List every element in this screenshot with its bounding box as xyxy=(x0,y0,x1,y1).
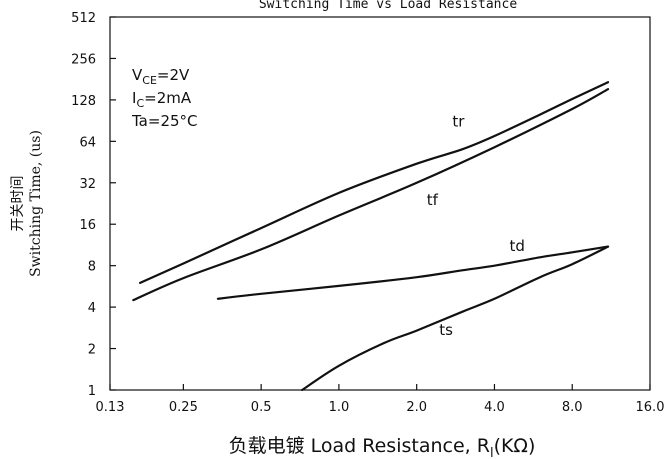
y-tick-label: 32 xyxy=(79,177,96,192)
y-axis-label-chinese: 开关时间 xyxy=(10,176,26,232)
y-tick-label: 4 xyxy=(88,301,96,316)
series-labels: tr tf td ts xyxy=(427,113,525,340)
x-tick-label: 4.0 xyxy=(484,400,505,415)
x-tick-label: 16.0 xyxy=(636,400,665,415)
y-axis-label-english: Switching Time, (us) xyxy=(28,130,44,277)
y-tick-label: 64 xyxy=(79,135,96,150)
series-curves xyxy=(132,81,610,392)
condition-line: Ta=25°C xyxy=(131,112,198,130)
series-label-tr: tr xyxy=(452,113,465,131)
y-axis-label: 开关时间 Switching Time, (us) xyxy=(10,130,44,277)
series-line-tf xyxy=(132,88,610,302)
x-tick-label: 2.0 xyxy=(406,400,427,415)
y-axis-ticks: 1 2 4 8 16 32 64 128 256 512 xyxy=(71,11,116,399)
series-label-td: td xyxy=(510,237,525,255)
condition-line: VCE=2V xyxy=(132,66,190,87)
y-tick-label: 1 xyxy=(88,384,96,399)
x-tick-label: 1.0 xyxy=(329,400,350,415)
series-line-tr xyxy=(139,81,610,284)
y-tick-label: 2 xyxy=(88,343,96,358)
x-axis-ticks: 0.13 0.25 0.5 1.0 2.0 4.0 8.0 16.0 xyxy=(96,384,665,415)
x-axis-label: 负载电镀 Load Resistance, Rl(KΩ) xyxy=(229,435,536,459)
condition-line: IC=2mA xyxy=(132,89,192,110)
x-tick-label: 0.25 xyxy=(169,400,198,415)
series-label-tf: tf xyxy=(427,191,439,209)
series-line-ts xyxy=(301,245,610,392)
y-tick-label: 128 xyxy=(71,94,96,109)
y-tick-label: 512 xyxy=(71,11,96,26)
series-label-ts: ts xyxy=(439,321,453,339)
y-tick-label: 256 xyxy=(71,52,96,67)
y-tick-label: 8 xyxy=(88,260,96,275)
plot-frame xyxy=(109,16,651,391)
x-tick-label: 0.5 xyxy=(251,400,272,415)
x-tick-label: 8.0 xyxy=(562,400,583,415)
x-tick-label: 0.13 xyxy=(96,400,125,415)
series-line-td xyxy=(216,245,610,300)
y-tick-label: 16 xyxy=(79,218,96,233)
chart-title: Switching Time vs Load Resistance xyxy=(259,0,517,12)
